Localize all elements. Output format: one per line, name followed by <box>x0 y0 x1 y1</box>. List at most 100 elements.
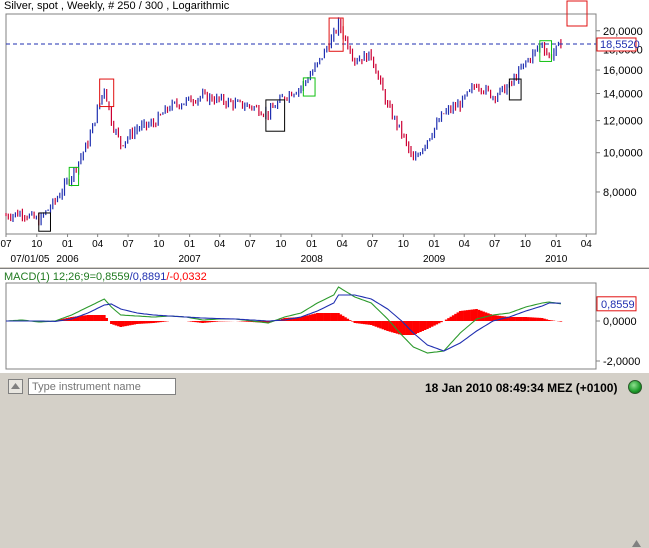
histogram-bar <box>124 321 127 326</box>
histogram-bar <box>208 321 211 322</box>
histogram-bar <box>529 317 532 321</box>
histogram-bar <box>527 317 530 321</box>
macd-histogram <box>7 309 562 335</box>
histogram-bar <box>157 321 160 322</box>
histogram-bar <box>468 310 471 321</box>
histogram-bar <box>84 315 87 321</box>
y-tick-label: 10,0000 <box>603 148 643 160</box>
histogram-bar <box>199 321 202 323</box>
histogram-bar <box>351 321 354 322</box>
x-year-label: 2009 <box>423 254 446 265</box>
y-tick-label: 12,0000 <box>603 116 643 128</box>
histogram-bar <box>440 321 443 322</box>
histogram-bar <box>396 321 399 334</box>
macd-panel[interactable]: MACD(1) 12;26;9=0,8559/0,8891/-0,0332 0,… <box>0 269 649 372</box>
x-tick-label: 01 <box>62 239 74 250</box>
histogram-bar <box>435 321 438 324</box>
histogram-bar <box>164 321 167 322</box>
histogram-bar <box>384 321 387 330</box>
histogram-bar <box>129 321 132 325</box>
histogram-bar <box>117 321 120 326</box>
histogram-bar <box>119 321 122 327</box>
y-tick-label: 14,0000 <box>603 89 643 101</box>
histogram-bar <box>143 321 146 324</box>
histogram-bar <box>414 321 417 334</box>
x-tick-label: 01 <box>306 239 318 250</box>
macd-current-value-badge: 0,8559 <box>597 297 636 311</box>
histogram-bar <box>499 316 502 321</box>
histogram-bar <box>332 313 335 321</box>
x-tick-label: 04 <box>92 239 104 250</box>
histogram-bar <box>323 313 326 321</box>
histogram-bar <box>94 315 97 321</box>
histogram-bar <box>194 321 197 322</box>
histogram-bar <box>307 315 310 321</box>
histogram-bar <box>318 313 321 321</box>
histogram-bar <box>152 321 155 323</box>
x-tick-label: 04 <box>581 239 593 250</box>
x-tick-label: 10 <box>275 239 287 250</box>
price-chart-panel[interactable]: Silver, spot , Weekly, # 250 / 300 , Log… <box>0 0 649 266</box>
x-tick-label: 04 <box>214 239 226 250</box>
histogram-bar <box>548 320 551 321</box>
histogram-bar <box>314 314 317 321</box>
histogram-bar <box>433 321 436 326</box>
histogram-bar <box>82 316 85 321</box>
histogram-bar <box>204 321 207 323</box>
histogram-bar <box>133 321 136 324</box>
x-tick-label: 01 <box>429 239 441 250</box>
signal-line <box>6 295 561 351</box>
histogram-bar <box>445 320 448 321</box>
histogram-bar <box>365 321 368 324</box>
instrument-search-input[interactable] <box>28 378 176 395</box>
histogram-bar <box>140 321 143 324</box>
histogram-bar <box>91 315 94 321</box>
histogram-bar <box>347 319 350 321</box>
histogram-bar <box>461 311 464 321</box>
expand-panel-icon[interactable] <box>631 539 642 548</box>
histogram-bar <box>328 313 331 321</box>
histogram-bar <box>522 317 525 321</box>
x-tick-label: 07 <box>489 239 501 250</box>
histogram-bar <box>145 321 148 323</box>
histogram-bar <box>148 321 151 323</box>
instrument-search-button[interactable] <box>8 379 23 394</box>
histogram-bar <box>89 315 92 321</box>
histogram-bar <box>244 321 247 322</box>
x-tick-label: 01 <box>551 239 563 250</box>
histogram-bar <box>492 315 495 321</box>
macd-value-label: 0,8559 <box>601 299 635 311</box>
price-chart[interactable]: 20,000018,000016,000014,000012,000010,00… <box>0 0 649 266</box>
histogram-bar <box>560 321 563 322</box>
histogram-bar <box>335 313 338 321</box>
histogram-bar <box>531 317 534 321</box>
histogram-bar <box>112 321 115 325</box>
histogram-bar <box>136 321 139 324</box>
histogram-bar <box>431 321 434 327</box>
histogram-bar <box>87 315 90 321</box>
x-tick-label: 10 <box>153 239 165 250</box>
histogram-bar <box>201 321 204 323</box>
histogram-bar <box>206 321 209 323</box>
histogram-bar <box>382 321 385 329</box>
histogram-bar <box>363 321 366 324</box>
histogram-bar <box>309 315 312 321</box>
current-value-badge: 18,5520 <box>597 38 640 51</box>
x-tick-label: 01 <box>184 239 196 250</box>
histogram-bar <box>541 318 544 321</box>
y-tick-label: 20,0000 <box>603 26 643 38</box>
histogram-bar <box>473 309 476 321</box>
histogram-bar <box>330 313 333 321</box>
histogram-bar <box>321 313 324 321</box>
x-tick-label: 10 <box>398 239 410 250</box>
histogram-bar <box>337 313 340 321</box>
histogram-bar <box>211 321 214 322</box>
x-tick-label: 07 <box>245 239 257 250</box>
histogram-bar <box>428 321 431 328</box>
histogram-bar <box>410 321 413 335</box>
histogram-bar <box>190 321 193 322</box>
histogram-bar <box>377 321 380 328</box>
x-tick-label: 04 <box>337 239 349 250</box>
histogram-bar <box>534 318 537 321</box>
